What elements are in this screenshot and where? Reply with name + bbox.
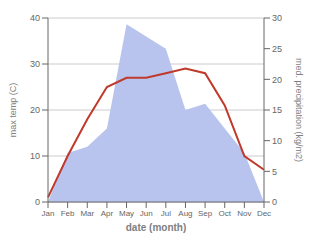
svg-text:Mar: Mar	[80, 209, 94, 218]
svg-text:25: 25	[272, 44, 282, 54]
svg-text:Apr: Apr	[101, 209, 114, 218]
svg-text:20: 20	[30, 105, 40, 115]
svg-text:Feb: Feb	[61, 209, 75, 218]
svg-text:20: 20	[272, 75, 282, 85]
svg-text:0: 0	[35, 197, 40, 207]
svg-text:Aug: Aug	[178, 209, 192, 218]
svg-text:Jun: Jun	[140, 209, 153, 218]
svg-text:30: 30	[272, 13, 282, 23]
svg-text:Oct: Oct	[219, 209, 232, 218]
svg-text:0: 0	[272, 197, 277, 207]
svg-text:10: 10	[272, 136, 282, 146]
svg-text:med. precipitation (kg/m2): med. precipitation (kg/m2)	[294, 58, 304, 162]
svg-text:10: 10	[30, 151, 40, 161]
svg-text:Nov: Nov	[237, 209, 251, 218]
svg-text:Jan: Jan	[42, 209, 55, 218]
svg-text:May: May	[119, 209, 134, 218]
svg-text:30: 30	[30, 59, 40, 69]
svg-text:Jul: Jul	[161, 209, 171, 218]
svg-text:Sep: Sep	[198, 209, 213, 218]
svg-text:5: 5	[272, 167, 277, 177]
svg-text:40: 40	[30, 13, 40, 23]
svg-text:max temp (C): max temp (C)	[8, 83, 18, 138]
svg-text:date (month): date (month)	[126, 222, 187, 233]
svg-text:Dec: Dec	[257, 209, 271, 218]
svg-text:15: 15	[272, 105, 282, 115]
